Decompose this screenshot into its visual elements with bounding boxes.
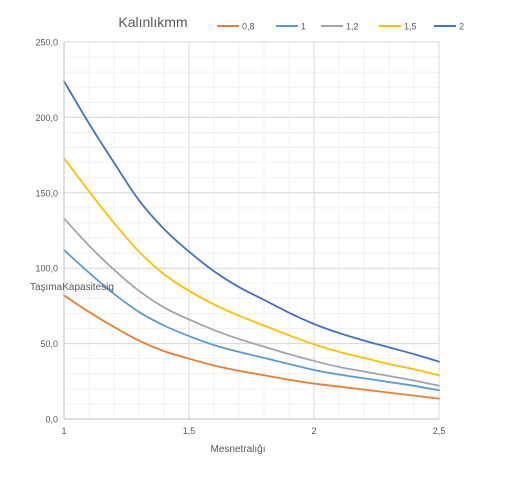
y-axis-title: TaşımaKapasitesig: [30, 282, 114, 293]
chart-title: Kalınlıkmm: [118, 14, 187, 30]
axes: 0,0 50,0 100,0 150,0 200,0 250,0 1 1,5 2 2,5: [35, 38, 445, 437]
y-tick-label: 50,0: [40, 339, 58, 349]
x-tick-label: 2,5: [433, 426, 446, 436]
y-tick-label: 200,0: [35, 113, 58, 123]
series-line-5: [63, 80, 440, 363]
series-line-3: [63, 217, 440, 387]
y-tick-label: 100,0: [35, 264, 58, 274]
x-tick-label: 1,5: [183, 426, 196, 436]
legend-label-5: 2: [459, 22, 464, 32]
y-tick-label: 250,0: [35, 38, 58, 48]
x-tick-label: 2: [311, 426, 316, 436]
series-line-4: [63, 157, 440, 377]
x-axis-title: Mesnetralığı: [210, 444, 265, 455]
legend-label-2: 1: [301, 22, 306, 32]
legend-label-1: 0,8: [242, 22, 255, 32]
grid: [63, 41, 440, 420]
x-tick-label: 1: [61, 426, 66, 436]
y-tick-label: 0,0: [45, 415, 58, 425]
series-line-2: [63, 249, 440, 392]
y-tick-label: 150,0: [35, 188, 58, 198]
legend-label-4: 1,5: [404, 22, 417, 32]
series-line-1: [63, 294, 440, 400]
legend-label-3: 1,2: [346, 22, 359, 32]
series-lines: [63, 80, 440, 400]
legend: 0,8 1 1,2 1,5 2: [217, 22, 464, 32]
